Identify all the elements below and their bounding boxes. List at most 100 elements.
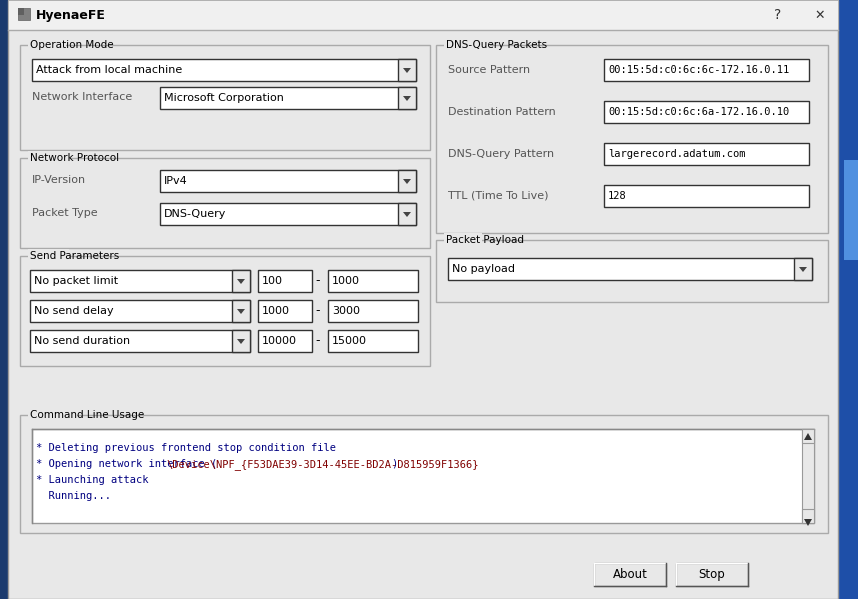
Bar <box>604 185 809 207</box>
Polygon shape <box>804 519 812 526</box>
Polygon shape <box>403 68 411 73</box>
Bar <box>436 240 828 302</box>
Bar <box>258 270 312 292</box>
Bar <box>0 0 8 599</box>
Bar <box>398 87 416 109</box>
Bar <box>802 429 814 443</box>
Bar <box>398 170 416 192</box>
Polygon shape <box>799 267 807 272</box>
Text: ): ) <box>391 459 398 469</box>
Text: -: - <box>316 334 320 347</box>
Text: ✕: ✕ <box>815 8 825 22</box>
Bar <box>32 429 814 523</box>
Bar <box>594 563 666 586</box>
Bar <box>18 8 30 20</box>
Text: DNS-Query Pattern: DNS-Query Pattern <box>448 149 554 159</box>
Text: \Device\NPF_{F53DAE39-3D14-45EE-BD2A-D815959F1366}: \Device\NPF_{F53DAE39-3D14-45EE-BD2A-D81… <box>166 459 479 470</box>
Text: * Opening network interface (: * Opening network interface ( <box>36 459 217 469</box>
Bar <box>844 160 858 260</box>
Text: About: About <box>613 568 648 581</box>
Bar <box>328 270 418 292</box>
Bar <box>802 429 814 523</box>
Bar <box>794 258 812 280</box>
Text: Network Interface: Network Interface <box>32 92 132 102</box>
Text: IPv4: IPv4 <box>164 176 188 186</box>
Text: HyenaeFE: HyenaeFE <box>36 8 106 22</box>
Text: Packet Type: Packet Type <box>32 208 98 218</box>
Bar <box>328 330 418 352</box>
Bar <box>802 509 814 523</box>
Bar <box>28 408 76 422</box>
Text: No packet limit: No packet limit <box>34 276 118 286</box>
Text: -: - <box>316 274 320 288</box>
Bar <box>160 170 416 192</box>
Bar <box>448 258 812 280</box>
Text: Running...: Running... <box>36 491 111 501</box>
Bar <box>20 158 430 248</box>
Bar <box>30 300 250 322</box>
Text: largerecord.adatum.com: largerecord.adatum.com <box>608 149 746 159</box>
Bar <box>232 330 250 352</box>
Bar <box>604 143 809 165</box>
Bar <box>30 270 250 292</box>
Text: Destination Pattern: Destination Pattern <box>448 107 556 117</box>
Text: DNS-Query Packets: DNS-Query Packets <box>446 40 547 50</box>
Text: ?: ? <box>775 8 782 22</box>
Bar <box>8 0 838 30</box>
Bar <box>398 59 416 81</box>
Text: 00:15:5d:c0:6c:6c-172.16.0.11: 00:15:5d:c0:6c:6c-172.16.0.11 <box>608 65 789 75</box>
Bar <box>18 8 24 15</box>
Text: -: - <box>316 304 320 317</box>
Bar <box>258 300 312 322</box>
Polygon shape <box>403 212 411 217</box>
Bar <box>28 249 69 263</box>
Text: No payload: No payload <box>452 264 515 274</box>
Bar <box>20 256 430 366</box>
Text: No send duration: No send duration <box>34 336 130 346</box>
Bar <box>604 101 809 123</box>
Text: 128: 128 <box>608 191 626 201</box>
Bar <box>328 300 418 322</box>
Text: Operation Mode: Operation Mode <box>30 40 113 50</box>
Bar <box>28 151 71 165</box>
Bar <box>32 59 416 81</box>
Text: Source Pattern: Source Pattern <box>448 65 530 75</box>
Bar <box>676 563 748 586</box>
Bar <box>30 330 250 352</box>
Text: 00:15:5d:c0:6c:6a-172.16.0.10: 00:15:5d:c0:6c:6a-172.16.0.10 <box>608 107 789 117</box>
Text: Attack from local machine: Attack from local machine <box>36 65 182 75</box>
Text: 3000: 3000 <box>332 306 360 316</box>
Bar <box>232 300 250 322</box>
Bar <box>444 233 482 247</box>
Bar <box>258 330 312 352</box>
Text: 10000: 10000 <box>262 336 297 346</box>
Text: * Launching attack: * Launching attack <box>36 475 148 485</box>
Text: Microsoft Corporation: Microsoft Corporation <box>164 93 284 103</box>
Text: 100: 100 <box>262 276 283 286</box>
Polygon shape <box>237 309 245 314</box>
Bar <box>28 38 66 52</box>
Text: IP-Version: IP-Version <box>32 175 86 185</box>
Bar <box>398 203 416 225</box>
Text: Network Protocol: Network Protocol <box>30 153 119 163</box>
Bar <box>160 87 416 109</box>
Text: No send delay: No send delay <box>34 306 113 316</box>
Text: 1000: 1000 <box>262 306 290 316</box>
Text: Stop: Stop <box>698 568 725 581</box>
Bar <box>436 45 828 233</box>
Text: 15000: 15000 <box>332 336 367 346</box>
Bar <box>604 59 809 81</box>
Text: Packet Payload: Packet Payload <box>446 235 524 245</box>
Bar <box>444 38 490 52</box>
Text: * Deleting previous frontend stop condition file: * Deleting previous frontend stop condit… <box>36 443 336 453</box>
Polygon shape <box>237 339 245 344</box>
Bar <box>20 45 430 150</box>
Bar <box>20 415 828 533</box>
Text: Send Parameters: Send Parameters <box>30 251 119 261</box>
Polygon shape <box>237 279 245 284</box>
Text: Command Line Usage: Command Line Usage <box>30 410 144 420</box>
Bar <box>838 0 858 599</box>
Polygon shape <box>804 433 812 440</box>
Polygon shape <box>403 179 411 184</box>
Bar <box>160 203 416 225</box>
